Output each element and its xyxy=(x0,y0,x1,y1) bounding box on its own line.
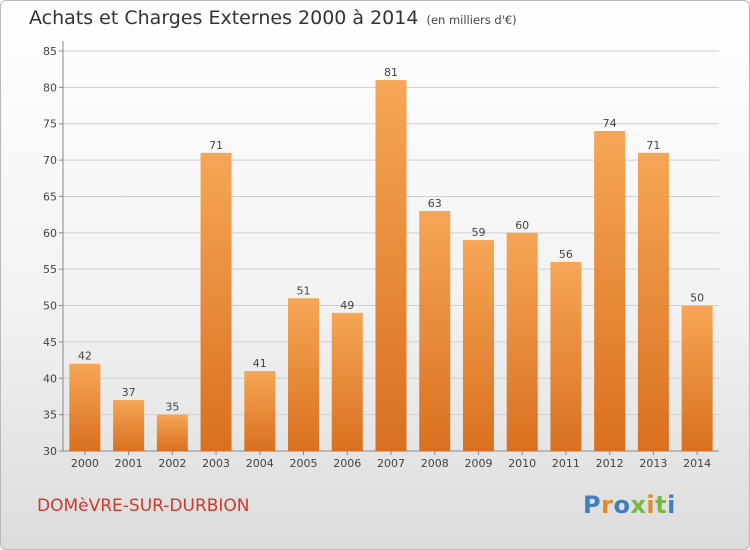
bar-value-label: 51 xyxy=(297,284,311,297)
chart-unit: (en milliers d'€) xyxy=(426,13,517,27)
x-tick-label: 2012 xyxy=(596,457,624,470)
y-tick-label: 75 xyxy=(43,118,57,131)
bar-value-label: 49 xyxy=(340,299,354,312)
logo-letter: P xyxy=(583,491,602,519)
x-tick-label: 2010 xyxy=(508,457,536,470)
x-tick-label: 2000 xyxy=(71,457,99,470)
bar xyxy=(113,400,145,451)
x-tick-label: 2006 xyxy=(333,457,361,470)
x-tick-label: 2013 xyxy=(639,457,667,470)
x-tick-label: 2001 xyxy=(115,457,143,470)
bar-value-label: 35 xyxy=(165,401,179,414)
bar xyxy=(681,305,713,451)
logo-letter: t xyxy=(655,491,668,519)
bar xyxy=(331,312,363,451)
y-tick-label: 70 xyxy=(43,154,57,167)
bar xyxy=(462,240,494,451)
x-tick-label: 2003 xyxy=(202,457,230,470)
bar xyxy=(506,232,538,451)
bar xyxy=(156,414,188,451)
y-tick-label: 40 xyxy=(43,372,57,385)
bar-value-label: 81 xyxy=(384,66,398,79)
bar-value-label: 37 xyxy=(122,386,136,399)
y-tick-label: 80 xyxy=(43,81,57,94)
logo-letter: x xyxy=(630,491,647,519)
x-tick-label: 2009 xyxy=(464,457,492,470)
bar xyxy=(419,211,451,451)
x-tick-label: 2005 xyxy=(290,457,318,470)
x-tick-label: 2011 xyxy=(552,457,580,470)
y-tick-label: 45 xyxy=(43,336,57,349)
logo-letter: i xyxy=(667,491,676,519)
bar xyxy=(288,298,320,451)
bar-value-label: 63 xyxy=(428,197,442,210)
bar xyxy=(637,152,669,451)
y-tick-label: 50 xyxy=(43,300,57,313)
logo-letter: r xyxy=(601,491,614,519)
bar-value-label: 71 xyxy=(646,139,660,152)
y-tick-label: 35 xyxy=(43,409,57,422)
bar-value-label: 59 xyxy=(471,226,485,239)
bar-value-label: 71 xyxy=(209,139,223,152)
x-tick-label: 2007 xyxy=(377,457,405,470)
bar-value-label: 56 xyxy=(559,248,573,261)
bar xyxy=(550,261,582,451)
logo-letter: o xyxy=(613,491,631,519)
bar xyxy=(69,363,101,451)
bar-value-label: 74 xyxy=(603,117,617,130)
x-tick-label: 2002 xyxy=(158,457,186,470)
y-tick-label: 30 xyxy=(43,445,57,458)
x-tick-label: 2004 xyxy=(246,457,274,470)
y-tick-label: 60 xyxy=(43,227,57,240)
bar-value-label: 42 xyxy=(78,350,92,363)
logo-letter: i xyxy=(646,491,656,519)
y-tick-label: 55 xyxy=(43,263,57,276)
bar-value-label: 60 xyxy=(515,219,529,232)
x-tick-label: 2014 xyxy=(683,457,711,470)
chart-title-text: Achats et Charges Externes 2000 à 2014 xyxy=(29,7,419,29)
x-tick-label: 2008 xyxy=(421,457,449,470)
bar xyxy=(200,152,232,451)
proxiti-logo: Proxiti xyxy=(583,491,676,519)
bar xyxy=(244,371,276,451)
commune-name: DOMèVRE-SUR-DURBION xyxy=(37,496,250,516)
chart-title: Achats et Charges Externes 2000 à 2014 (e… xyxy=(29,7,517,29)
bar-value-label: 41 xyxy=(253,357,267,370)
bar xyxy=(594,131,626,451)
bar-value-label: 50 xyxy=(690,292,704,305)
y-tick-label: 65 xyxy=(43,190,57,203)
y-tick-label: 85 xyxy=(43,45,57,58)
bar xyxy=(375,80,407,451)
